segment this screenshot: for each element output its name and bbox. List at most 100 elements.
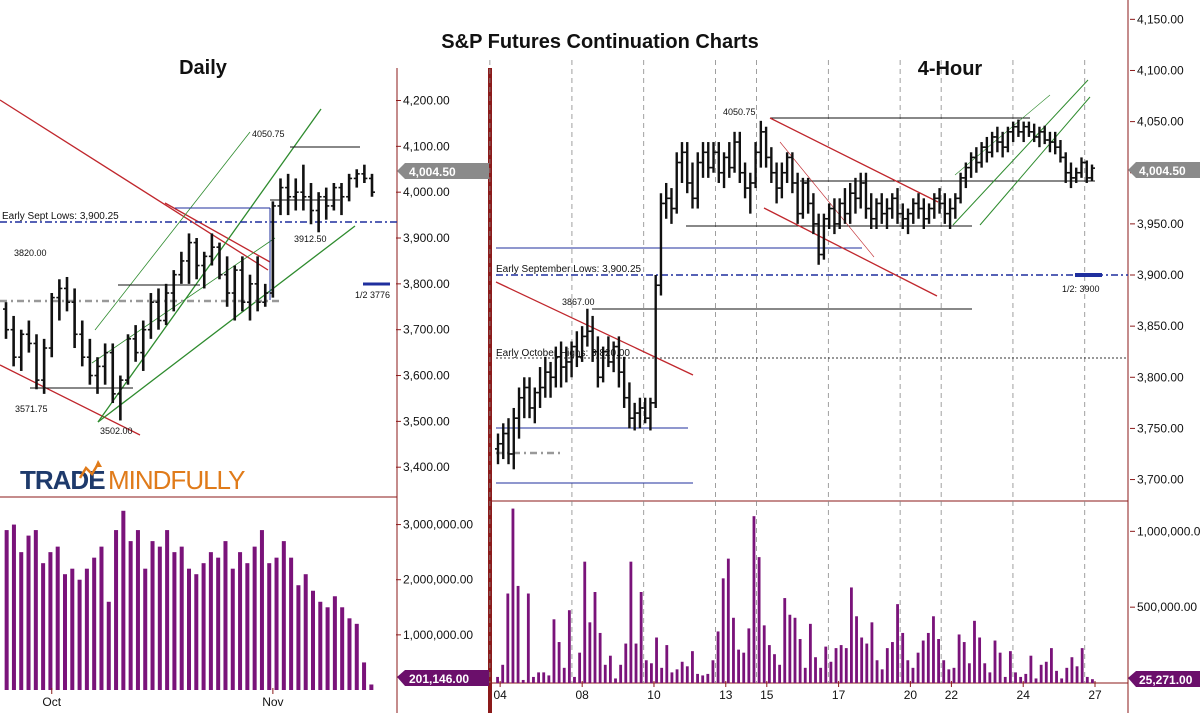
daily-ohlc-bar bbox=[132, 325, 139, 362]
hourly-ohlc-bar bbox=[547, 361, 554, 398]
hourly-price-tick-label: 3,700.00 bbox=[1137, 473, 1184, 487]
daily-volume-bar bbox=[354, 623, 359, 690]
hourly-volume-bar bbox=[537, 672, 540, 683]
hourly-volume-bar bbox=[860, 637, 864, 683]
hourly-date-tick-label: 24 bbox=[1017, 688, 1031, 702]
daily-ohlc-bar bbox=[277, 178, 284, 216]
hourly-volume-bar bbox=[788, 614, 792, 683]
daily-ohlc-bar bbox=[71, 288, 78, 349]
hourly-volume-bar bbox=[655, 637, 658, 683]
hourly-volume-bar bbox=[916, 652, 920, 683]
hourly-volume-bar bbox=[1008, 651, 1012, 683]
hourly-volume-bar bbox=[1050, 648, 1053, 683]
daily-volume-bar bbox=[318, 601, 323, 690]
hourly-volume-bars bbox=[496, 508, 1094, 683]
hourly-ohlc-bar bbox=[495, 433, 501, 465]
daily-ohlc-bar bbox=[201, 251, 208, 289]
hourly-volume-bar bbox=[619, 664, 623, 683]
daily-ohlc-bar bbox=[64, 276, 70, 312]
daily-price-tick-label: 3,600.00 bbox=[403, 369, 450, 383]
hourly-ohlc-bar bbox=[742, 162, 749, 199]
hourly-volume-bar bbox=[819, 667, 823, 683]
hourly-ohlc-bar bbox=[831, 198, 838, 235]
daily-ohlc-bar bbox=[208, 233, 215, 266]
daily-volume-bar bbox=[245, 563, 250, 690]
daily-volume-bar bbox=[48, 552, 53, 690]
hourly-price-bars bbox=[495, 119, 1095, 470]
daily-volume-bar bbox=[252, 546, 257, 690]
hourly-volume-bar bbox=[1039, 664, 1043, 683]
hourly-date-tick-label: 08 bbox=[575, 688, 589, 702]
svg-text:25,271.00: 25,271.00 bbox=[1139, 673, 1193, 687]
hourly-ohlc-bar bbox=[694, 152, 701, 209]
hourly-ohlc-bar bbox=[626, 382, 633, 429]
daily-annotation: Early Sept Lows: 3,900.25 bbox=[2, 211, 119, 222]
hourly-volume-bar bbox=[1019, 676, 1023, 683]
daily-last-price-tag: 4,004.50 bbox=[397, 163, 489, 179]
hourly-ohlc-bar bbox=[768, 147, 775, 183]
daily-volume-bar bbox=[92, 557, 97, 690]
hourly-volume-bar bbox=[701, 675, 705, 683]
hourly-volume-bar bbox=[870, 622, 874, 683]
hourly-volume-bar bbox=[850, 587, 853, 683]
hourly-ohlc-bar bbox=[1067, 162, 1074, 189]
daily-volume-bar bbox=[135, 530, 140, 690]
hourly-ohlc-bar bbox=[931, 193, 938, 219]
hourly-volume-bar bbox=[675, 669, 679, 683]
daily-volume-bar bbox=[26, 535, 31, 690]
hourly-volume-bar bbox=[911, 667, 915, 683]
daily-ohlc-bar bbox=[125, 334, 131, 385]
hourly-volume-bar bbox=[932, 616, 935, 683]
daily-volume-bar bbox=[347, 618, 352, 690]
hourly-ohlc-bar bbox=[784, 152, 791, 183]
hourly-ohlc-bar bbox=[962, 162, 969, 189]
hourly-volume-bar bbox=[973, 620, 976, 683]
hourly-ohlc-bar bbox=[836, 198, 843, 229]
hourly-volume-bar bbox=[567, 610, 571, 683]
hourly-volume-bar bbox=[901, 632, 905, 683]
hourly-ohlc-bar bbox=[1062, 152, 1069, 183]
hourly-ohlc-bar bbox=[936, 188, 943, 214]
hourly-volume-bar bbox=[521, 679, 525, 683]
hourly-ohlc-bar bbox=[878, 193, 885, 224]
daily-ohlc-bar bbox=[262, 283, 269, 307]
hourly-volume-bar bbox=[926, 632, 930, 683]
hourly-volume-bar bbox=[793, 617, 797, 683]
hourly-volume-bar bbox=[957, 634, 961, 683]
hourly-volume-bar bbox=[998, 652, 1002, 683]
hourly-ohlc-bar bbox=[636, 397, 643, 429]
hourly-ohlc-bar bbox=[516, 387, 523, 439]
hourly-ohlc-bar bbox=[647, 397, 654, 431]
daily-annotation: 4050.75 bbox=[252, 129, 285, 139]
daily-ohlc-bar bbox=[186, 233, 192, 284]
daily-volume-bar bbox=[238, 552, 243, 690]
daily-volume-bar bbox=[194, 574, 199, 690]
hourly-volume-bar bbox=[726, 558, 730, 683]
hourly-ohlc-bar bbox=[957, 172, 964, 204]
hourly-date-tick-label: 13 bbox=[719, 688, 733, 702]
daily-ohlc-bar bbox=[285, 173, 292, 216]
daily-ohlc-bar bbox=[3, 302, 9, 339]
hourly-volume-bar bbox=[721, 578, 725, 683]
daily-date-tick-label: Oct bbox=[42, 695, 61, 709]
daily-price-tick-label: 3,700.00 bbox=[403, 323, 450, 337]
daily-volume-bar bbox=[303, 574, 308, 690]
daily-volume-bar bbox=[216, 557, 221, 690]
daily-ohlc-bar bbox=[315, 192, 322, 233]
daily-volume-bar bbox=[128, 541, 133, 690]
hourly-volume-bar bbox=[952, 667, 956, 683]
hourly-volume-tick-label: 1,000,000.00 bbox=[1137, 524, 1200, 538]
daily-ohlc-bar bbox=[239, 256, 246, 312]
hourly-volume-bar bbox=[639, 592, 643, 683]
hourly-volume-bar bbox=[644, 660, 648, 683]
daily-panel-title: Daily bbox=[179, 57, 228, 79]
daily-annotation: 3502.00 bbox=[100, 426, 133, 436]
daily-ohlc-bar bbox=[117, 375, 124, 421]
hourly-ohlc-bar bbox=[642, 397, 649, 424]
hourly-price-tick-label: 4,050.00 bbox=[1137, 115, 1184, 129]
hourly-ohlc-bar bbox=[978, 142, 985, 168]
hourly-volume-bar bbox=[526, 593, 530, 683]
hourly-ohlc-bar bbox=[726, 142, 733, 178]
hourly-volume-bar bbox=[573, 676, 576, 683]
